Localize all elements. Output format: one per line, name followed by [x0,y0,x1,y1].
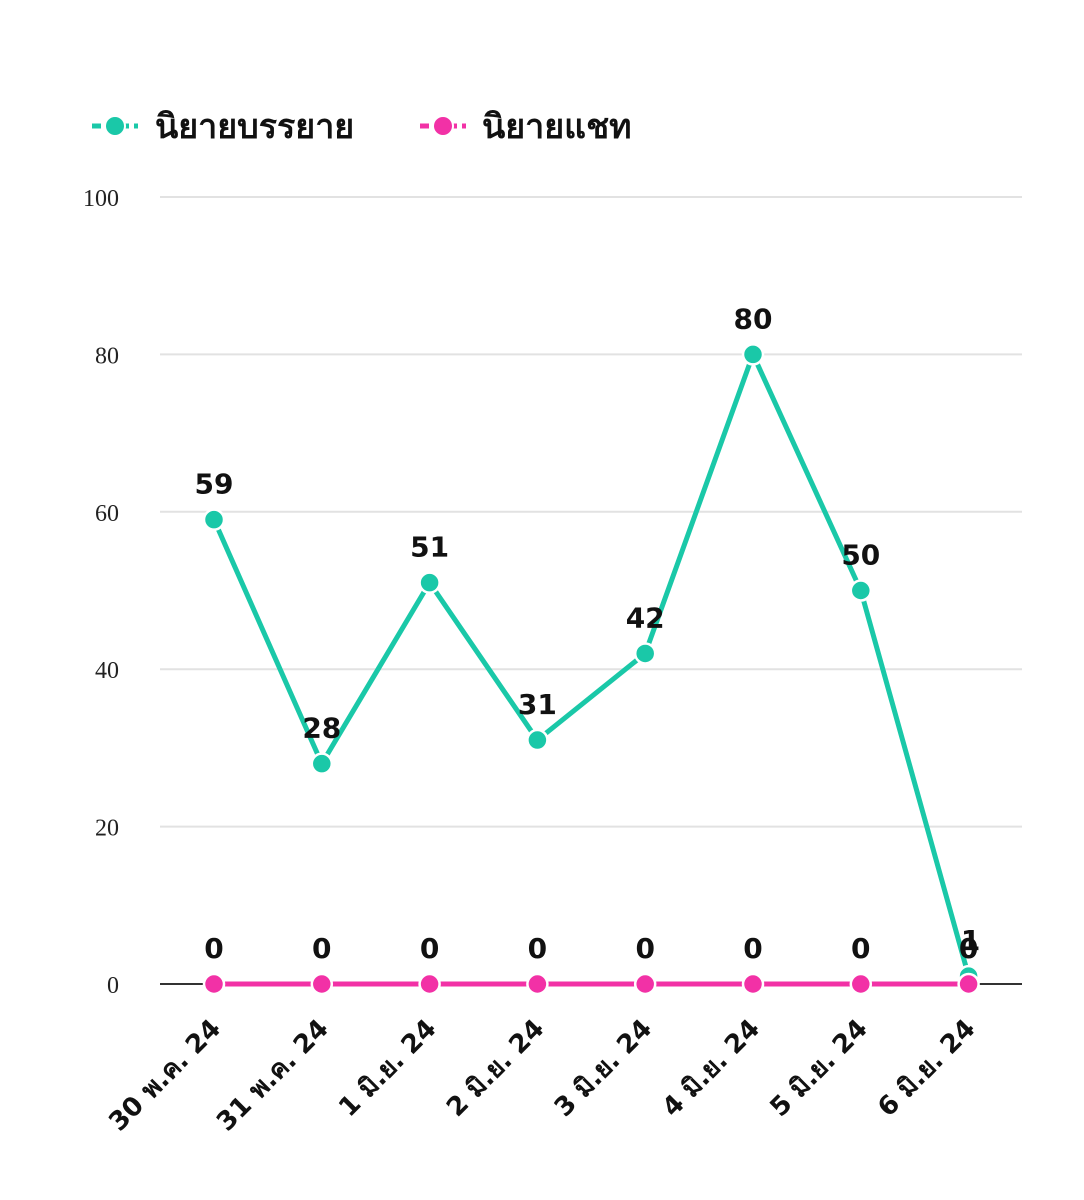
data-label: 1 [961,924,980,957]
data-label: 0 [420,932,439,965]
data-point [310,972,334,996]
data-point [849,972,873,996]
data-label: 80 [734,302,773,335]
y-axis: 0 20 40 60 80 100 [83,186,119,999]
data-point [202,972,226,996]
data-point [849,579,873,602]
data-point [741,972,765,996]
data-point [741,343,765,366]
data-label: 0 [743,932,762,965]
legend: นิยายบรรยาย นิยายแชท [92,107,632,147]
data-label: 50 [841,539,880,572]
y-tick-label: 60 [95,501,119,527]
y-tick-label: 80 [95,343,119,369]
x-tick-label: 5 มิ.ย. 24 [764,1014,873,1123]
data-point [633,642,657,665]
data-point [633,972,657,996]
legend-dot-marker [432,115,454,137]
y-tick-label: 100 [83,186,119,212]
data-label: 0 [959,932,978,965]
x-tick-label: 4 มิ.ย. 24 [657,1014,766,1123]
series-1 [202,343,980,988]
legend-dot-marker [104,115,126,137]
legend-item: นิยายบรรยาย [92,107,354,147]
data-point [526,972,549,996]
data-point [202,508,226,531]
series-2 [202,972,980,996]
x-tick-label: 6 มิ.ย. 24 [872,1014,981,1123]
data-label: 28 [302,712,341,745]
data-point [310,752,334,775]
data-label: 59 [195,468,234,501]
data-point [526,728,549,752]
data-label: 42 [626,601,665,634]
x-tick-label: 2 มิ.ย. 24 [441,1014,550,1123]
y-tick-label: 20 [95,816,119,842]
x-tick-label: 3 มิ.ย. 24 [549,1014,658,1123]
x-tick-label: 30 พ.ค. 24 [103,1014,227,1138]
data-label: 0 [528,932,547,965]
data-label: 0 [635,932,654,965]
y-tick-label: 0 [107,973,119,999]
data-label: 0 [312,932,331,965]
series-layer [202,343,980,996]
legend-item: นิยายแชท [420,107,632,147]
data-point [418,972,441,996]
data-point [418,571,441,594]
data-point [957,972,980,996]
legend-label: นิยายบรรยาย [155,107,354,147]
data-label: 31 [518,688,557,721]
x-tick-label: 31 พ.ค. 24 [211,1014,335,1138]
x-tick-label: 1 มิ.ย. 24 [333,1014,442,1123]
data-label: 51 [410,531,449,564]
series-line [211,351,972,979]
y-tick-label: 40 [95,658,119,684]
data-label: 0 [851,932,870,965]
legend-label: นิยายแชท [482,107,632,147]
gridlines [160,196,1022,985]
data-label: 0 [204,932,223,965]
